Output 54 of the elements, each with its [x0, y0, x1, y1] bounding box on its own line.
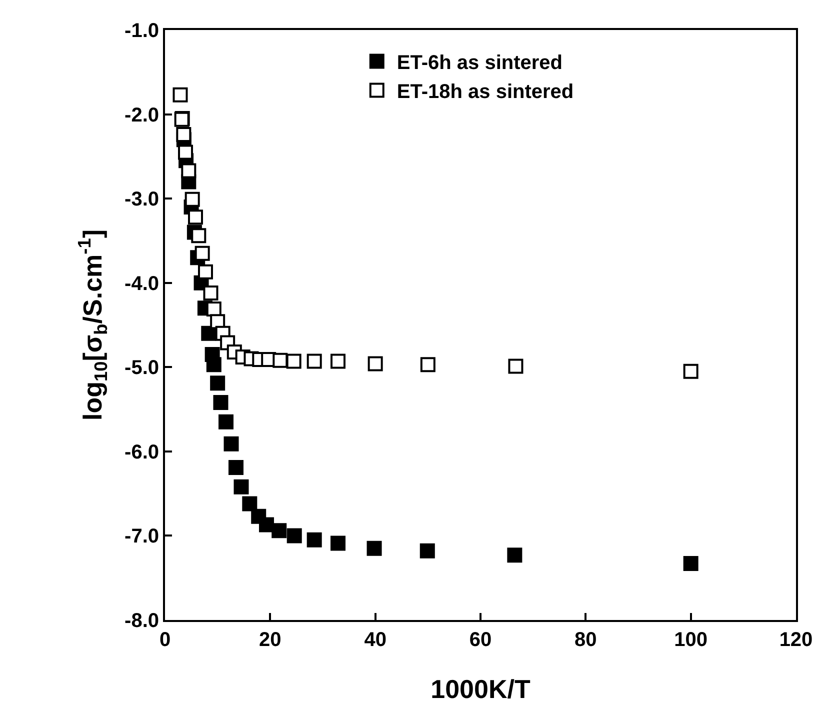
x-tick-label: 100	[674, 629, 708, 651]
y-tick-label: -7.0	[124, 526, 159, 548]
x-axis-title: 1000K/T	[430, 674, 530, 704]
y-tick-label: -8.0	[124, 610, 159, 632]
point	[181, 163, 196, 178]
legend-label: ET-18h as sintered	[396, 81, 574, 104]
point	[507, 548, 522, 563]
point	[272, 523, 287, 538]
point	[368, 356, 383, 372]
point	[420, 357, 436, 372]
point	[242, 496, 258, 512]
point	[172, 87, 188, 102]
point	[330, 536, 346, 551]
point	[198, 264, 213, 280]
point	[234, 479, 249, 494]
point	[218, 414, 234, 430]
point	[330, 354, 346, 369]
point	[420, 543, 435, 558]
point	[366, 540, 382, 556]
point	[201, 326, 216, 341]
point	[194, 246, 210, 261]
point	[228, 460, 244, 475]
point	[272, 352, 288, 368]
point	[184, 192, 200, 207]
point	[683, 364, 698, 379]
point	[178, 144, 194, 160]
point	[306, 532, 322, 548]
x-tick-label: 0	[159, 629, 171, 651]
x-tick-label: 20	[259, 629, 282, 651]
point	[206, 357, 222, 372]
point	[176, 127, 192, 142]
point	[286, 354, 302, 369]
y-tick-label: -5.0	[124, 357, 159, 380]
legend-label: ET-6h as sintered	[396, 52, 563, 74]
point	[203, 285, 218, 300]
y-tick-label: -6.0	[124, 441, 159, 464]
point	[683, 556, 698, 572]
point	[224, 436, 239, 452]
y-tick-label: -3.0	[124, 188, 159, 211]
x-tick-label: 120	[779, 629, 813, 651]
point	[508, 358, 524, 374]
y-tick-label: -2.0	[124, 104, 159, 126]
point	[258, 517, 274, 532]
x-tick-label: 40	[364, 629, 386, 651]
y-tick-label: -4.0	[124, 272, 159, 295]
point	[306, 354, 322, 369]
point	[188, 210, 203, 225]
point	[213, 395, 228, 410]
point	[210, 376, 226, 391]
point	[191, 228, 206, 244]
x-tick-label: 60	[469, 629, 492, 651]
point	[286, 528, 302, 544]
x-tick-label: 80	[574, 629, 597, 651]
y-tick-label: -1.0	[124, 20, 159, 42]
